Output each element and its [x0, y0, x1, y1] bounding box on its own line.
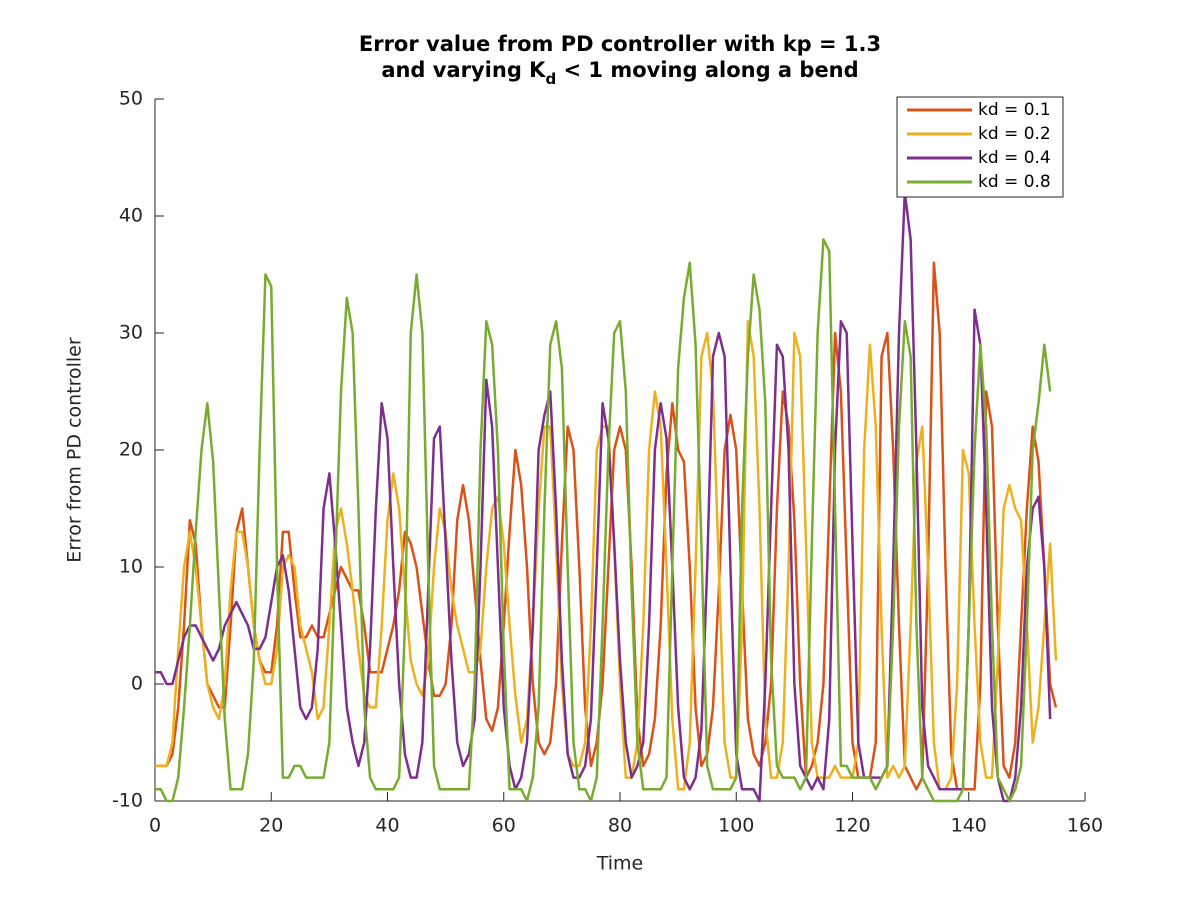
y-tick-label: 30 [119, 322, 143, 344]
legend-box [896, 96, 1064, 198]
chart-title: Error value from PD controller with kp =… [359, 32, 881, 56]
x-axis-label: Time [596, 853, 644, 875]
chart-title: and varying Kd < 1 moving along a bend [381, 58, 858, 88]
x-tick-label: 60 [492, 815, 516, 837]
y-tick-label: 10 [119, 556, 143, 578]
legend-label: kd = 0.1 [978, 100, 1051, 120]
x-tick-label: 100 [718, 815, 754, 837]
data-line [155, 238, 1052, 803]
x-tick-label: 20 [259, 815, 283, 837]
legend-label: kd = 0.2 [978, 124, 1051, 144]
y-tick-label: 50 [119, 88, 143, 110]
title-subscript: d [545, 70, 556, 88]
y-tick-label: 0 [131, 673, 143, 695]
x-tick-label: 140 [951, 815, 987, 837]
legend-label: kd = 0.8 [978, 172, 1051, 192]
x-tick-label: 0 [149, 815, 161, 837]
x-tick-label: 120 [834, 815, 870, 837]
y-tick-label: 40 [119, 205, 143, 227]
y-axis-label: Error from PD controller [64, 337, 86, 563]
x-tick-label: 40 [375, 815, 399, 837]
title-part: < 1 moving along a bend [556, 58, 858, 82]
y-tick-label: 20 [119, 439, 143, 461]
y-tick-label: -10 [112, 790, 143, 812]
title-part: and varying K [381, 58, 546, 82]
x-tick-label: 160 [1067, 815, 1103, 837]
data-line [155, 261, 1058, 791]
data-line [155, 191, 1052, 803]
legend-label: kd = 0.4 [978, 148, 1051, 168]
x-tick-label: 80 [608, 815, 632, 837]
